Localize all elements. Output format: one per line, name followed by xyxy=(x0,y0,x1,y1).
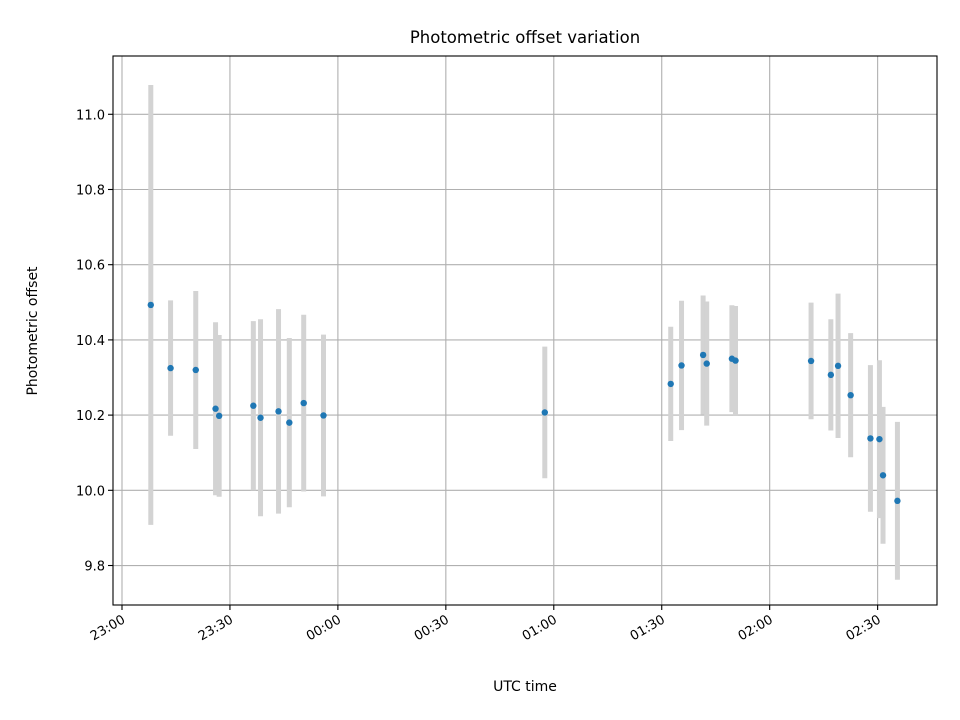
data-point xyxy=(286,419,293,426)
y-tick-label: 9.8 xyxy=(84,560,105,575)
data-point xyxy=(320,412,327,419)
y-axis-label: Photometric offset xyxy=(25,266,41,396)
data-point xyxy=(147,301,154,309)
data-point xyxy=(732,357,739,364)
data-point xyxy=(879,472,887,479)
y-tick-label: 10.4 xyxy=(76,334,105,349)
data-points xyxy=(147,301,901,505)
data-point xyxy=(699,351,707,359)
data-point xyxy=(867,435,874,442)
data-point xyxy=(703,360,710,367)
data-point xyxy=(876,435,883,443)
chart-title: Photometric offset variation xyxy=(410,28,640,47)
data-point xyxy=(250,402,257,409)
data-point xyxy=(894,497,901,505)
data-point xyxy=(257,414,264,421)
y-tick-label: 10.8 xyxy=(76,183,105,198)
data-point xyxy=(678,362,685,369)
grid xyxy=(113,56,937,605)
data-point xyxy=(167,364,174,372)
data-point xyxy=(667,380,674,388)
data-point xyxy=(834,362,842,370)
data-point xyxy=(847,391,854,399)
data-point xyxy=(212,405,219,412)
data-point xyxy=(300,399,307,407)
y-tick-label: 10.2 xyxy=(76,409,105,424)
data-point xyxy=(827,371,835,379)
data-point xyxy=(541,409,548,416)
plot-frame xyxy=(112,55,938,606)
y-tick-label: 11.0 xyxy=(76,108,105,123)
data-point xyxy=(807,357,815,365)
y-axis: 9.8 10.0 10.2 10.4 10.6 10.8 11.0 xyxy=(76,108,113,575)
data-point xyxy=(275,408,282,415)
y-tick-label: 10.6 xyxy=(76,259,105,274)
x-axis-label: UTC time xyxy=(493,679,557,695)
data-point xyxy=(192,366,199,374)
y-tick-label: 10.0 xyxy=(76,484,105,499)
data-point xyxy=(215,412,223,420)
